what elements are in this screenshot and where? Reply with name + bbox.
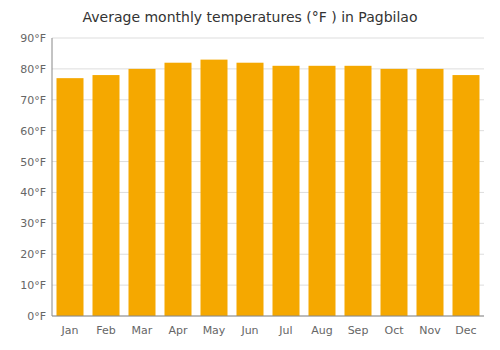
y-tick-label: 40°F: [20, 186, 46, 199]
bar: [417, 69, 444, 316]
y-tick-label: 60°F: [20, 125, 46, 138]
bar: [129, 69, 156, 316]
y-tick-label: 80°F: [20, 63, 46, 76]
x-tick-label: Jun: [240, 324, 258, 337]
y-tick-label: 70°F: [20, 94, 46, 107]
bar: [453, 75, 480, 316]
x-tick-label: Apr: [168, 324, 188, 337]
y-tick-label: 50°F: [20, 156, 46, 169]
x-tick-label: Aug: [311, 324, 332, 337]
x-tick-label: Nov: [419, 324, 441, 337]
bar: [309, 66, 336, 316]
grid-line: [52, 38, 484, 39]
x-tick-label: Sep: [348, 324, 369, 337]
bar: [165, 63, 192, 316]
grid: [52, 38, 484, 316]
x-tick-label: Oct: [384, 324, 404, 337]
y-tick-label: 90°F: [20, 32, 46, 45]
x-tick-label: Jul: [278, 324, 292, 337]
y-tick-label: 30°F: [20, 217, 46, 230]
y-tick-label: 20°F: [20, 248, 46, 261]
x-axis-line: [52, 316, 484, 317]
x-tick-label: Feb: [96, 324, 115, 337]
bar: [201, 60, 228, 316]
chart-svg: Average monthly temperatures (°F ) in Pa…: [0, 0, 500, 350]
bars: [57, 60, 480, 316]
bar: [381, 69, 408, 316]
chart-container: Average monthly temperatures (°F ) in Pa…: [0, 0, 500, 350]
bar: [57, 78, 84, 316]
x-tick-label: Dec: [455, 324, 476, 337]
title: Average monthly temperatures (°F ) in Pa…: [83, 9, 418, 25]
bar: [345, 66, 372, 316]
grid-line: [52, 316, 484, 317]
y-tick-label: 0°F: [27, 310, 46, 323]
x-tick-label: Jan: [61, 324, 79, 337]
x-tick-label: Mar: [132, 324, 153, 337]
bar: [93, 75, 120, 316]
y-tick-label: 10°F: [20, 279, 46, 292]
bar: [273, 66, 300, 316]
x-tick-label: May: [203, 324, 226, 337]
bar: [237, 63, 264, 316]
y-axis-line: [52, 38, 53, 316]
